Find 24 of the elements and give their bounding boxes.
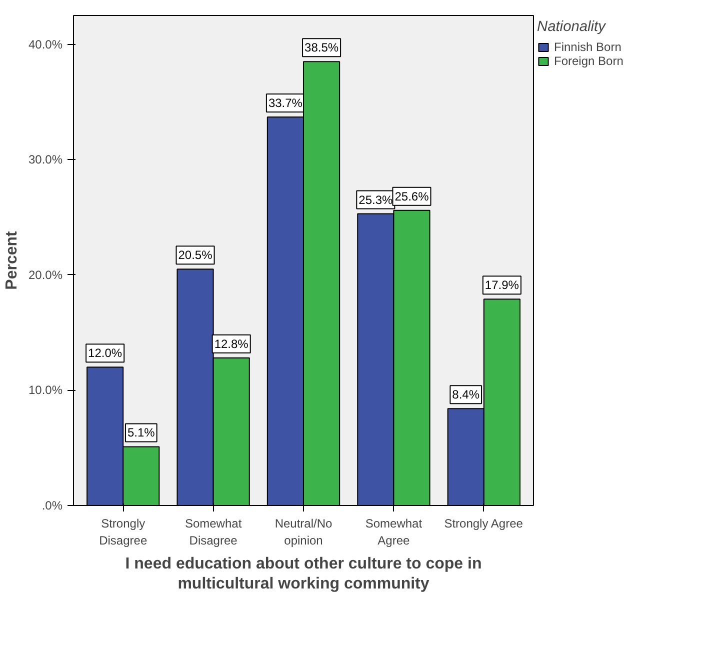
legend-title: Nationality (537, 19, 607, 35)
y-tick-label: 20.0% (28, 268, 63, 282)
x-tick-label: Somewhat Disagree (184, 516, 242, 548)
data-label: 25.6% (394, 189, 430, 204)
data-label: 38.5% (304, 40, 339, 55)
y-tick-label: 40.0% (28, 37, 63, 52)
data-label: 8.4% (452, 388, 480, 402)
x-tick-label: Strongly Agree (444, 516, 524, 530)
y-axis-title: Percent (3, 230, 20, 290)
data-label: 12.0% (88, 346, 122, 360)
data-label: 17.9% (484, 278, 520, 292)
legend-label: Finnish Born (554, 40, 622, 54)
y-tick-label: 10.0% (28, 383, 63, 398)
data-label: 12.8% (214, 336, 249, 351)
x-tick-label: Neutral/No opinion (274, 516, 333, 548)
y-tick-label: .0% (42, 498, 63, 512)
x-axis-title: I need education about other culture to cope in multicultural working community (125, 555, 482, 593)
x-tick-label: Somewhat Agree (365, 516, 423, 548)
x-tick-label: Strongly Disagree (99, 516, 148, 548)
data-label: 5.1% (127, 426, 156, 440)
legend-label: Foreign Born (554, 54, 624, 68)
y-tick-label: 30.0% (28, 152, 63, 167)
data-label: 33.7% (268, 96, 303, 110)
data-label: 20.5% (178, 248, 213, 262)
